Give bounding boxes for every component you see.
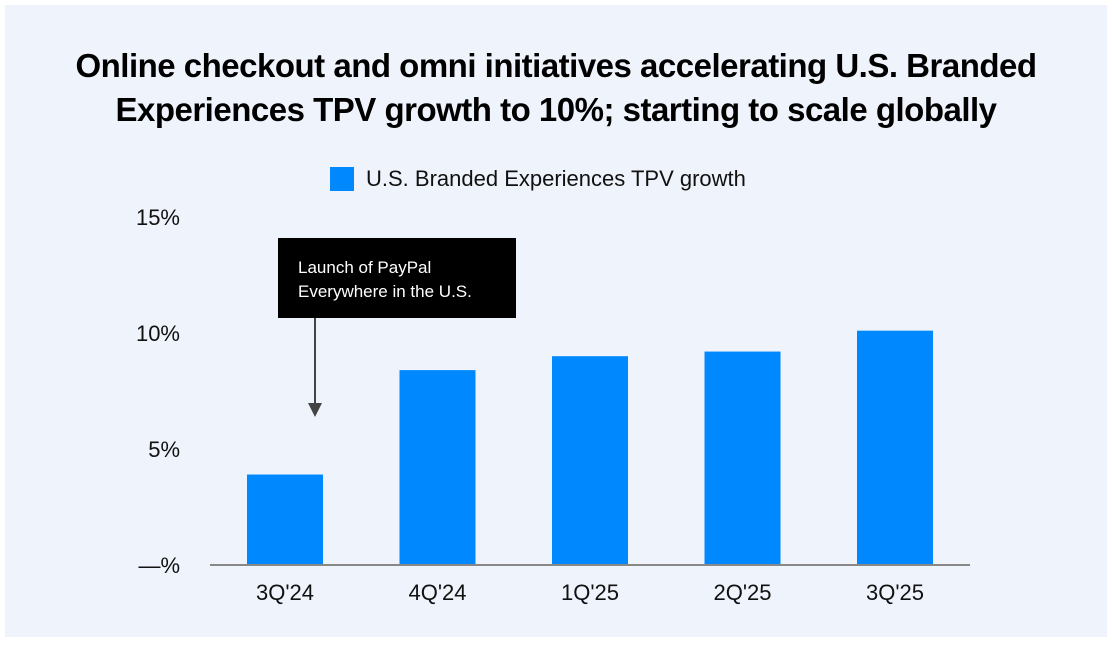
legend-swatch: [330, 167, 354, 191]
y-tick-label: 10%: [136, 321, 180, 346]
x-tick-label: 2Q'25: [713, 580, 771, 605]
title-line-2: Experiences TPV growth to 10%; starting …: [115, 91, 997, 128]
y-tick-label: 5%: [148, 437, 180, 462]
legend: U.S. Branded Experiences TPV growth: [330, 166, 746, 192]
annotation-line-1: Launch of PayPal: [298, 258, 432, 277]
chart-title: Online checkout and omni initiatives acc…: [0, 44, 1112, 132]
annotation-arrow-head: [308, 403, 322, 417]
x-tick-label: 4Q'24: [408, 580, 466, 605]
annotation-line-2: Everywhere in the U.S.: [298, 282, 472, 301]
legend-label: U.S. Branded Experiences TPV growth: [366, 166, 746, 191]
bar: [399, 370, 476, 565]
y-tick-label: —%: [138, 553, 180, 578]
x-tick-label: 3Q'24: [256, 580, 314, 605]
x-tick-label: 3Q'25: [866, 580, 924, 605]
bar: [552, 356, 628, 565]
x-tick-label: 1Q'25: [561, 580, 619, 605]
bar: [857, 330, 933, 565]
bar: [704, 351, 781, 565]
bar: [247, 474, 323, 565]
y-tick-label: 15%: [136, 205, 180, 230]
title-line-1: Online checkout and omni initiatives acc…: [75, 47, 1037, 84]
annotation-callout: Launch of PayPal Everywhere in the U.S.: [278, 238, 516, 318]
